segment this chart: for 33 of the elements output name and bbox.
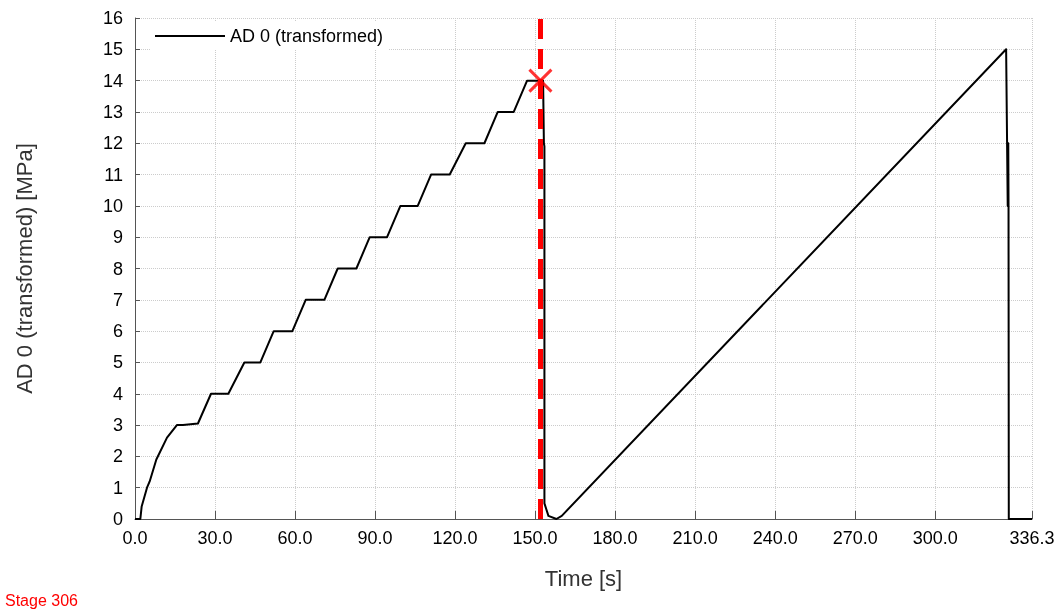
y-tick-label: 14 bbox=[102, 70, 123, 91]
y-tick-label: 13 bbox=[102, 101, 123, 122]
x-tick-label: 120.0 bbox=[432, 528, 478, 548]
y-tick-label: 16 bbox=[102, 8, 123, 28]
x-tick-label: 0.0 bbox=[122, 528, 148, 548]
x-tick-label: 336.3 bbox=[1009, 528, 1055, 548]
y-tick-label: 2 bbox=[112, 446, 123, 467]
x-tick-label: 210.0 bbox=[672, 528, 718, 548]
y-tick-label: 10 bbox=[102, 195, 123, 216]
y-tick-label: 7 bbox=[112, 289, 123, 310]
x-tick-label: 270.0 bbox=[832, 528, 878, 548]
x-axis-title: Time [s] bbox=[544, 565, 623, 591]
x-tick-label: 30.0 bbox=[197, 528, 233, 548]
y-tick-label: 11 bbox=[104, 164, 123, 185]
x-tick-label: 300.0 bbox=[912, 528, 958, 548]
y-tick-label: 1 bbox=[112, 477, 123, 498]
x-tick-label: 60.0 bbox=[277, 528, 313, 548]
y-tick-label: 5 bbox=[112, 352, 123, 373]
x-tick-label: 150.0 bbox=[512, 528, 558, 548]
y-tick-label: 12 bbox=[102, 133, 123, 154]
x-tick-label: 180.0 bbox=[592, 528, 638, 548]
y-tick-label: 0 bbox=[112, 509, 123, 529]
x-tick-label: 90.0 bbox=[357, 528, 393, 548]
y-tick-label: 6 bbox=[112, 321, 123, 342]
y-tick-label: 8 bbox=[112, 258, 123, 279]
x-tick-label: 240.0 bbox=[752, 528, 798, 548]
y-tick-label: 9 bbox=[112, 227, 123, 248]
y-tick-label: 3 bbox=[112, 415, 123, 436]
legend-label: AD 0 (transformed) bbox=[230, 26, 384, 46]
text: Stage 306 bbox=[5, 591, 79, 609]
y-tick-label: 4 bbox=[112, 383, 123, 404]
y-axis-title: AD 0 (transformed) [MPa] bbox=[11, 143, 37, 394]
y-tick-label: 15 bbox=[102, 39, 123, 60]
